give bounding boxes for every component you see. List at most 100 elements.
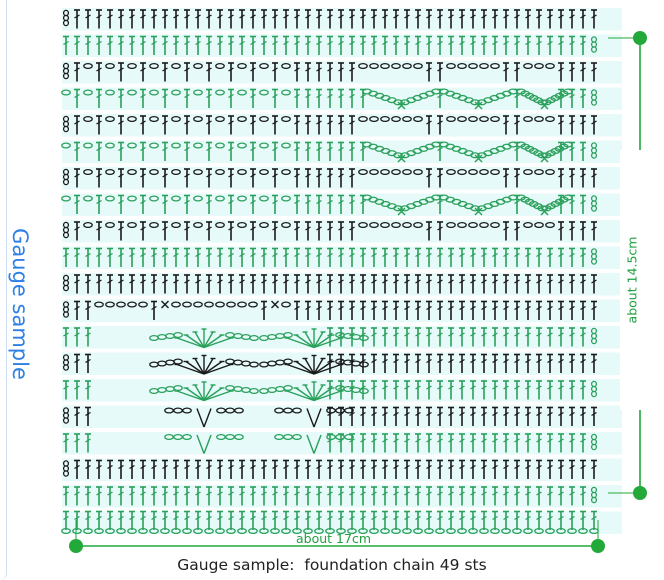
chain-oval: [457, 62, 467, 70]
chain-oval: [446, 168, 456, 176]
stitch-row-10: [63, 247, 598, 267]
dc-bar: [129, 279, 135, 284]
dc-bar: [140, 279, 146, 284]
fan-stitch: [194, 358, 205, 375]
dc-bar: [437, 67, 443, 72]
fan-motif-row-14: [149, 354, 369, 375]
dc-bar: [283, 14, 289, 19]
fan-motif-row-13: [149, 328, 369, 349]
dc-bar: [184, 40, 190, 46]
dc-bar: [107, 40, 113, 46]
dc-bar: [85, 252, 91, 258]
dc-bar: [547, 385, 553, 390]
dc-bar: [316, 515, 322, 521]
dc-bar: [514, 14, 520, 19]
dc-bar: [558, 226, 564, 231]
dc-bar: [327, 279, 333, 284]
dc-bar: [437, 226, 443, 231]
dc-bar: [162, 14, 168, 19]
dc-bar: [525, 332, 531, 337]
dc-bar: [558, 491, 564, 496]
dc-bar: [503, 120, 509, 125]
turning-chain: [62, 417, 70, 424]
dc-bar: [349, 93, 355, 99]
dc-bar: [327, 515, 333, 521]
dc-bar: [118, 146, 124, 152]
turning-chain: [590, 496, 598, 504]
chain-oval: [83, 168, 93, 176]
dc-bar: [393, 332, 399, 337]
dc-bar: [415, 332, 421, 337]
chain-oval: [193, 62, 203, 70]
dc-bar: [459, 385, 465, 390]
dc-bar: [250, 226, 256, 231]
dc-bar: [503, 358, 509, 364]
dc-bar: [228, 93, 234, 99]
dc-bar: [448, 411, 454, 417]
dc-bar: [393, 385, 399, 390]
chain-oval: [127, 221, 137, 229]
dc-bar: [184, 252, 190, 258]
dc-bar: [371, 491, 377, 496]
dc-bar: [162, 226, 168, 231]
row-band-18: [62, 458, 622, 481]
stitch-grid: [61, 9, 599, 535]
dc-bar: [327, 40, 333, 46]
row-band-1: [62, 8, 622, 31]
chain-oval: [391, 221, 401, 229]
frame-border: [0, 0, 7, 580]
dc-bar: [503, 515, 509, 521]
sc-mark: [271, 300, 279, 309]
turning-chain: [590, 390, 598, 398]
dc-bar: [492, 491, 498, 496]
dc-bar: [151, 14, 157, 19]
turning-chain: [590, 258, 598, 265]
dc-bar: [503, 67, 509, 72]
dc-bar: [437, 305, 443, 311]
dc-bar: [74, 515, 80, 521]
dc-bar: [481, 305, 487, 311]
chain-oval: [446, 62, 456, 70]
chain-oval: [537, 152, 548, 159]
dc-bar: [294, 279, 300, 284]
chain-oval: [127, 195, 137, 202]
dc-bar: [63, 438, 69, 443]
dc-bar: [470, 464, 476, 470]
dc-bar: [503, 491, 509, 496]
dc-bar: [151, 515, 157, 521]
dc-bar: [470, 385, 476, 390]
dc-bar: [536, 491, 542, 496]
dc-bar: [459, 464, 465, 470]
dc-bar: [272, 67, 278, 72]
chain-oval: [83, 221, 93, 229]
dc-bar: [294, 226, 300, 231]
pattern-motifs: [149, 88, 573, 454]
dc-bar: [118, 464, 124, 470]
dc-bar: [162, 67, 168, 72]
fan-stitch: [203, 384, 214, 401]
dc-bar: [184, 146, 190, 152]
dc-bar: [140, 146, 146, 152]
dc-bar: [85, 515, 91, 521]
dc-bar: [107, 491, 113, 496]
dc-bar: [525, 279, 531, 284]
dc-bar: [118, 173, 124, 178]
chain-oval: [149, 361, 159, 368]
dc-bar: [591, 279, 597, 284]
dc-bar: [107, 14, 113, 19]
chain-oval: [83, 89, 93, 96]
chain-oval: [391, 168, 401, 176]
dc-bar: [360, 515, 366, 521]
dc-bar: [426, 173, 432, 178]
chain-oval: [359, 361, 369, 368]
dc-bar: [85, 332, 91, 337]
dc-bar: [294, 146, 300, 152]
dc-bar: [206, 120, 212, 125]
dc-bar: [338, 199, 344, 205]
chain-oval: [457, 115, 467, 123]
fan-stitch: [203, 337, 232, 349]
chain-oval: [369, 221, 379, 229]
dc-bar: [140, 464, 146, 470]
chain-oval: [83, 62, 93, 70]
dc-bar: [591, 226, 597, 231]
